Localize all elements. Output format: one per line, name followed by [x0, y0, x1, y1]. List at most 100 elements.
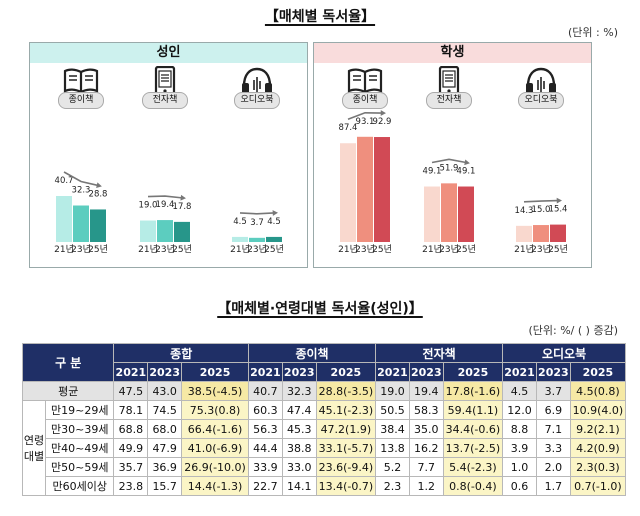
year-tick-label: 25년	[172, 244, 192, 255]
table-cell: 5.2	[375, 457, 410, 477]
table-cell: 22.7	[248, 476, 283, 496]
table-cell: 0.6	[502, 476, 537, 496]
table-cell: 12.0	[502, 400, 537, 420]
table-cell: 3.3	[535, 438, 571, 458]
table-cell: 47.9	[147, 438, 183, 458]
headphones-icon	[521, 66, 561, 96]
year-header: 2021	[375, 362, 410, 382]
table-cell: 26.9(-10.0)	[181, 457, 249, 477]
table-cell: 17.8(-1.6)	[442, 381, 504, 401]
table-cell: 23.6(-9.4)	[315, 457, 377, 477]
row-label: 만40~49세	[44, 438, 115, 458]
bar	[550, 224, 566, 242]
table-unit: (단위: %/ ( ) 증감)	[528, 324, 619, 337]
trend-arrowhead	[556, 197, 562, 204]
bar	[441, 183, 457, 242]
trend-arrow	[147, 195, 183, 199]
table-cell: 1.2	[408, 476, 444, 496]
adult-panel-title: 성인	[30, 43, 307, 63]
table-cell: 43.0	[147, 381, 183, 401]
table-cell: 7.7	[408, 457, 444, 477]
row-label: 평균	[21, 381, 115, 401]
group-header: 종이책	[247, 343, 377, 363]
bar-value-label: 15.4	[549, 205, 568, 215]
table-cell: 49.9	[113, 438, 149, 458]
group-header: 오디오북	[502, 343, 626, 363]
table-title: 【매체별·연령대별 독서율(성인)】	[217, 301, 423, 317]
bar	[533, 225, 549, 242]
table-cell: 45.3	[281, 419, 317, 439]
table-cell: 10.9(4.0)	[569, 400, 627, 420]
table-cell: 50.5	[375, 400, 410, 420]
bar	[232, 236, 248, 242]
table-cell: 38.4	[375, 419, 410, 439]
bar	[90, 209, 106, 242]
year-tick-label: 21년	[54, 244, 74, 255]
year-header: 2025	[315, 362, 377, 382]
bar-value-label: 93.1	[356, 117, 375, 127]
chart-title: 【매체별 독서율】	[264, 9, 376, 25]
table-cell: 68.8	[113, 419, 149, 439]
year-header: 2023	[535, 362, 571, 382]
bar-value-label: 49.1	[423, 167, 442, 177]
table-cell: 38.8	[281, 438, 317, 458]
bar	[73, 205, 89, 242]
year-header: 2021	[248, 362, 283, 382]
table-cell: 13.7(-2.5)	[442, 438, 504, 458]
bar	[340, 143, 356, 242]
row-label: 만50~59세	[44, 457, 115, 477]
bar	[516, 225, 532, 242]
bar	[140, 220, 156, 242]
table-cell: 47.4	[281, 400, 317, 420]
row-label: 만19~29세	[44, 400, 115, 420]
trend-arrowhead	[96, 182, 102, 188]
media-label: 전자책	[142, 92, 188, 109]
table-cell: 2.3(0.3)	[569, 457, 627, 477]
year-tick-label: 21년	[514, 244, 534, 255]
table-row: 만30~39세 68.8 68.0 66.4(-1.6) 56.3 45.3 47.2(1.…	[23, 419, 627, 439]
table-cell: 33.0	[281, 457, 317, 477]
table-cell: 33.1(-5.7)	[315, 438, 377, 458]
media-label: 전자책	[426, 92, 472, 109]
year-header: 2023	[408, 362, 444, 382]
bar-value-label: 4.5	[267, 217, 281, 227]
table-cell: 33.9	[248, 457, 283, 477]
year-header: 2021	[113, 362, 149, 382]
year-header: 2025	[569, 362, 627, 382]
bar	[174, 221, 190, 242]
bar-value-label: 19.4	[156, 200, 175, 210]
bar-value-label: 87.4	[339, 123, 358, 133]
bar	[458, 186, 474, 242]
year-tick-label: 21년	[338, 244, 358, 255]
year-tick-label: 23년	[247, 244, 267, 255]
media-label: 종이책	[58, 92, 104, 109]
table-cell: 59.4(1.1)	[442, 400, 504, 420]
trend-arrowhead	[380, 110, 386, 116]
year-tick-label: 23년	[71, 244, 91, 255]
year-tick-label: 23년	[155, 244, 175, 255]
table-cell: 74.5	[147, 400, 183, 420]
table-cell: 78.1	[113, 400, 149, 420]
row-label: 만30~39세	[44, 419, 115, 439]
media-label: 종이책	[342, 92, 388, 109]
table-cell: 66.4(-1.6)	[181, 419, 249, 439]
table-row: 만50~59세 35.7 36.9 26.9(-10.0) 33.9 33.0 23.6(-…	[23, 457, 627, 477]
bar	[157, 220, 173, 242]
year-tick-label: 23년	[531, 244, 551, 255]
table-cell: 23.8	[113, 476, 149, 496]
year-tick-label: 25년	[456, 244, 476, 255]
trend-arrow	[431, 158, 467, 164]
bar-value-label: 17.8	[173, 202, 192, 212]
trend-arrowhead	[272, 210, 278, 216]
age-group-label: 연령 대별	[22, 400, 46, 496]
table-cell: 0.8(-0.4)	[442, 476, 504, 496]
bar-value-label: 4.5	[233, 217, 247, 227]
table-cell: 28.8(-3.5)	[315, 381, 377, 401]
table-cell: 47.2(1.9)	[315, 419, 377, 439]
chart-unit: (단위 : %)	[568, 26, 618, 39]
table-cell: 5.4(-2.3)	[442, 457, 504, 477]
bar-value-label: 51.9	[440, 163, 459, 173]
trend-arrow	[239, 212, 275, 215]
group-header: 전자책	[375, 343, 504, 363]
student-panel-title: 학생	[314, 43, 591, 63]
